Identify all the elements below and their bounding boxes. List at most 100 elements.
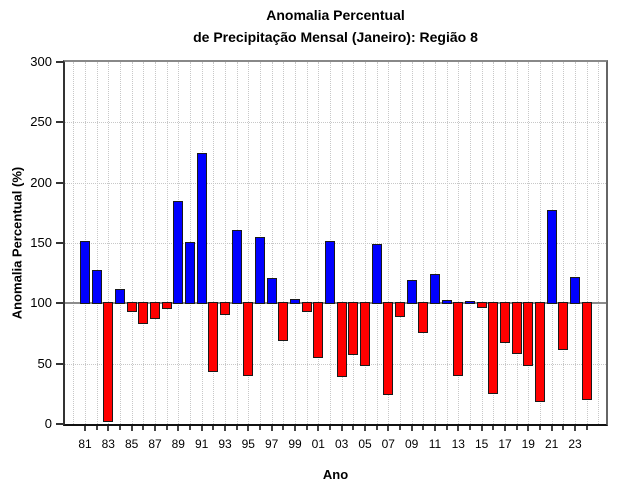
- x-tick-mark: [235, 426, 238, 430]
- y-tick-mark: [56, 302, 63, 305]
- bar-15: [476, 302, 487, 309]
- x-tick-mark: [574, 426, 576, 431]
- x-axis-label: Ano: [322, 467, 349, 482]
- x-tick-label: 15: [475, 437, 489, 451]
- chart-title: Anomalia Percentual de Precipitação Mens…: [63, 4, 608, 48]
- bar-23: [570, 276, 580, 305]
- bar-99: [290, 298, 300, 305]
- x-tick-mark: [527, 426, 530, 431]
- x-tick-label: 11: [428, 437, 442, 451]
- x-tick-mark: [329, 426, 331, 430]
- y-tick-label: 0: [44, 416, 52, 431]
- x-tick-mark: [259, 426, 261, 430]
- bar-91: [196, 152, 207, 305]
- bar-08: [395, 302, 405, 317]
- bar-05: [360, 302, 370, 366]
- x-tick-label: 95: [241, 437, 255, 451]
- y-tick-label: 300: [30, 54, 52, 69]
- bar-87: [150, 302, 160, 319]
- x-tick-mark: [422, 426, 425, 430]
- x-tick-label: 17: [498, 437, 512, 451]
- plot-area: [63, 60, 608, 426]
- x-tick-mark: [364, 426, 366, 431]
- bar-81: [80, 240, 90, 305]
- bar-82: [91, 269, 102, 305]
- bar-02: [325, 240, 335, 305]
- y-tick-label: 200: [30, 174, 52, 190]
- x-tick-label: 89: [171, 437, 185, 451]
- chart-title-line2: de Precipitação Mensal (Janeiro): Região…: [193, 29, 478, 45]
- y-tick-mark: [56, 181, 63, 184]
- y-tick-mark: [56, 242, 63, 244]
- x-tick-mark: [154, 426, 156, 431]
- x-tick-mark: [562, 426, 565, 430]
- x-tick-mark: [434, 426, 436, 431]
- x-tick-mark: [492, 426, 495, 430]
- x-tick-label: 81: [78, 437, 92, 451]
- bar-14: [465, 300, 475, 305]
- bar-11: [430, 274, 440, 305]
- bar-03: [336, 302, 347, 377]
- bar-16: [488, 302, 499, 394]
- y-tick-mark: [56, 121, 63, 124]
- x-tick-label: 97: [265, 437, 279, 451]
- x-tick-label: 83: [101, 437, 115, 451]
- x-tick-mark: [177, 426, 180, 431]
- bar-22: [558, 302, 569, 351]
- x-tick-mark: [317, 426, 320, 431]
- x-tick-mark: [189, 426, 191, 430]
- x-tick-mark: [550, 426, 553, 431]
- x-tick-label: 07: [381, 437, 395, 451]
- x-tick-mark: [200, 426, 203, 431]
- bar-97: [266, 278, 277, 305]
- x-tick-mark: [270, 426, 273, 431]
- x-tick-mark: [410, 426, 413, 431]
- bar-83: [103, 302, 114, 422]
- bar-96: [255, 237, 265, 305]
- baseline-100: [65, 302, 606, 305]
- bar-93: [220, 302, 230, 316]
- x-tick-mark: [445, 426, 448, 430]
- x-tick-label: 05: [358, 437, 372, 451]
- y-tick-mark: [56, 362, 63, 365]
- x-tick-mark: [305, 426, 308, 430]
- y-tick-label: 100: [30, 295, 52, 311]
- x-tick-label: 23: [568, 437, 582, 451]
- x-tick-label: 19: [521, 437, 535, 451]
- x-tick-mark: [515, 426, 518, 430]
- x-tick-label: 01: [311, 437, 325, 451]
- x-tick-mark: [107, 426, 110, 431]
- x-tick-mark: [399, 426, 401, 430]
- bar-24: [581, 302, 592, 400]
- x-tick-mark: [95, 426, 98, 430]
- x-tick-mark: [224, 426, 226, 431]
- bar-89: [173, 200, 184, 305]
- bar-98: [278, 302, 289, 341]
- y-tick-label: 50: [37, 355, 52, 371]
- x-tick-mark: [457, 426, 460, 431]
- bar-21: [546, 210, 557, 305]
- x-tick-label: 85: [125, 437, 139, 451]
- x-tick-mark: [480, 426, 483, 431]
- bar-94: [231, 229, 242, 305]
- x-tick-label: 09: [405, 437, 419, 451]
- chart-title-line1: Anomalia Percentual: [266, 7, 405, 23]
- x-tick-mark: [585, 426, 588, 430]
- x-tick-mark: [352, 426, 355, 430]
- bar-88: [161, 302, 172, 310]
- y-tick-label: 250: [30, 114, 52, 130]
- x-tick-mark: [504, 426, 506, 431]
- x-tick-label: 87: [148, 437, 162, 451]
- x-tick-mark: [469, 426, 471, 430]
- bar-06: [371, 244, 382, 305]
- gridline-horizontal: [65, 363, 606, 365]
- x-tick-label: 03: [335, 437, 349, 451]
- bar-18: [511, 302, 522, 354]
- y-tick-label: 150: [30, 235, 52, 250]
- bar-86: [138, 302, 149, 324]
- x-tick-mark: [142, 426, 145, 430]
- x-tick-mark: [387, 426, 390, 431]
- x-tick-label: 99: [288, 437, 302, 451]
- bar-10: [418, 302, 429, 334]
- bar-19: [523, 302, 534, 366]
